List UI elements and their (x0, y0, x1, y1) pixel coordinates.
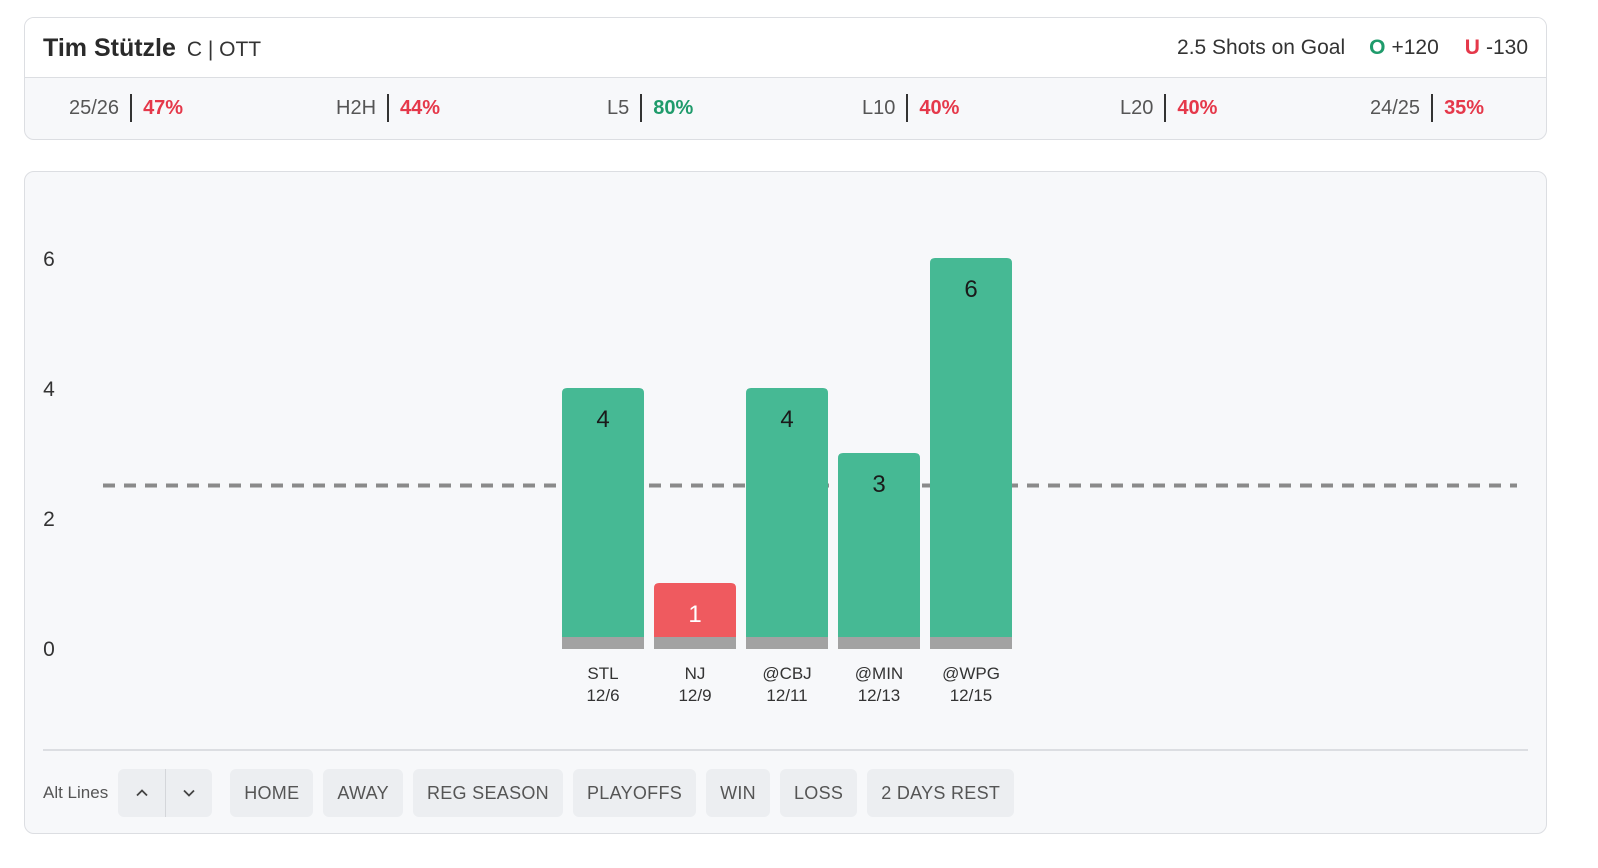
alt-line-up-button[interactable] (118, 769, 165, 817)
stat-divider (640, 94, 643, 122)
bar-base (562, 637, 644, 649)
stat-value: 40% (1177, 96, 1218, 119)
filter-playoffs-button[interactable]: PLAYOFFS (572, 769, 697, 817)
filter-win-button[interactable]: WIN (706, 769, 770, 817)
bar-chart: 0 2 4 6 4 STL 12/6 1 NJ 12/9 4 @CBJ 12/11 3 @MIN 12/13 6… (43, 248, 1517, 705)
stat-label: H2H (336, 96, 377, 119)
under-odds[interactable]: -130 (1485, 36, 1528, 59)
prop-odds: 2.5 Shots on Goal O +120 U -130 (1177, 36, 1528, 60)
bar-value-label: 4 (780, 406, 793, 433)
filter-away-button[interactable]: AWAY (323, 769, 403, 817)
player-header-card: Tim Stützle C | OTT 2.5 Shots on Goal O … (24, 17, 1547, 140)
stat-l20[interactable]: L20 40% (1120, 94, 1217, 122)
chevron-down-icon (183, 789, 195, 797)
divider (43, 749, 1528, 751)
y-tick-label: 6 (43, 248, 55, 271)
stat-label: L5 (607, 96, 630, 119)
x-tick-date: 12/15 (950, 686, 993, 705)
stat-value: 35% (1444, 96, 1485, 119)
x-tick-opponent: @WPG (942, 664, 1000, 683)
header-bar: Tim Stützle C | OTT 2.5 Shots on Goal O … (25, 18, 1546, 78)
x-tick-opponent: STL (587, 664, 618, 683)
bar-at-cbj[interactable] (746, 388, 828, 648)
stat-divider (1164, 94, 1167, 122)
stat-label: 24/25 (1370, 96, 1421, 119)
bar-base (746, 637, 828, 649)
stat-label: L10 (862, 96, 896, 119)
bar-at-wpg[interactable] (930, 258, 1012, 648)
filter-rest-button[interactable]: 2 DAYS REST (867, 769, 1015, 817)
alt-lines-stepper (118, 769, 213, 817)
bar-at-min[interactable] (838, 453, 920, 648)
x-tick-date: 12/6 (586, 686, 619, 705)
stat-divider (130, 94, 133, 122)
stat-value: 47% (143, 96, 184, 119)
x-tick-date: 12/9 (678, 686, 711, 705)
x-tick-opponent: @MIN (855, 664, 903, 683)
chart-card: 0 2 4 6 4 STL 12/6 1 NJ 12/9 4 @CBJ 12/11 3 @MIN 12/13 6… (24, 171, 1547, 834)
stat-divider (906, 94, 909, 122)
hit-rate-stats: 25/26 47% H2H 44% L5 80% L10 40% L20 40%… (25, 78, 1546, 139)
x-tick-opponent: @CBJ (762, 664, 811, 683)
alt-line-down-button[interactable] (165, 769, 212, 817)
player-title: Tim Stützle C | OTT (43, 34, 261, 63)
x-tick-date: 12/13 (858, 686, 901, 705)
stat-value: 80% (653, 96, 694, 119)
stat-divider (1431, 94, 1434, 122)
under-label: U (1464, 36, 1480, 59)
stat-value: 44% (400, 96, 441, 119)
stat-l5[interactable]: L5 80% (607, 94, 693, 122)
bar-value-label: 1 (688, 601, 701, 628)
y-tick-label: 0 (43, 638, 55, 661)
y-tick-label: 2 (43, 508, 55, 531)
x-tick-opponent: NJ (685, 664, 706, 683)
over-odds[interactable]: +120 (1391, 36, 1439, 59)
position-team: C | OTT (186, 38, 262, 61)
stat-last-season[interactable]: 24/25 35% (1370, 94, 1484, 122)
stat-label: L20 (1120, 96, 1154, 119)
bar-base (654, 637, 736, 649)
stat-divider (387, 94, 390, 122)
bar-value-label: 4 (596, 406, 609, 433)
bar-base (930, 637, 1012, 649)
bar-value-label: 6 (964, 276, 977, 303)
stat-label: 25/26 (69, 96, 120, 119)
x-tick-date: 12/11 (766, 686, 807, 705)
stat-value: 40% (919, 96, 960, 119)
bar-stl[interactable] (562, 388, 644, 648)
stat-l10[interactable]: L10 40% (862, 94, 959, 122)
chevron-up-icon (136, 789, 148, 797)
y-tick-label: 4 (43, 378, 55, 401)
filter-toolbar: Alt Lines HOME AWAY REG SEASON PLAYOFFS … (43, 769, 1024, 817)
alt-lines-label: Alt Lines (43, 783, 109, 802)
prop-line: 2.5 Shots on Goal (1177, 36, 1346, 59)
bar-value-label: 3 (872, 471, 885, 498)
filter-loss-button[interactable]: LOSS (779, 769, 858, 817)
bar-nj[interactable] (654, 583, 736, 648)
filter-home-button[interactable]: HOME (230, 769, 314, 817)
stat-h2h[interactable]: H2H 44% (336, 94, 440, 122)
bar-base (838, 637, 920, 649)
over-label: O (1369, 36, 1386, 59)
stat-season[interactable]: 25/26 47% (69, 94, 183, 122)
player-name: Tim Stützle (43, 34, 176, 62)
filter-reg-season-button[interactable]: REG SEASON (412, 769, 563, 817)
